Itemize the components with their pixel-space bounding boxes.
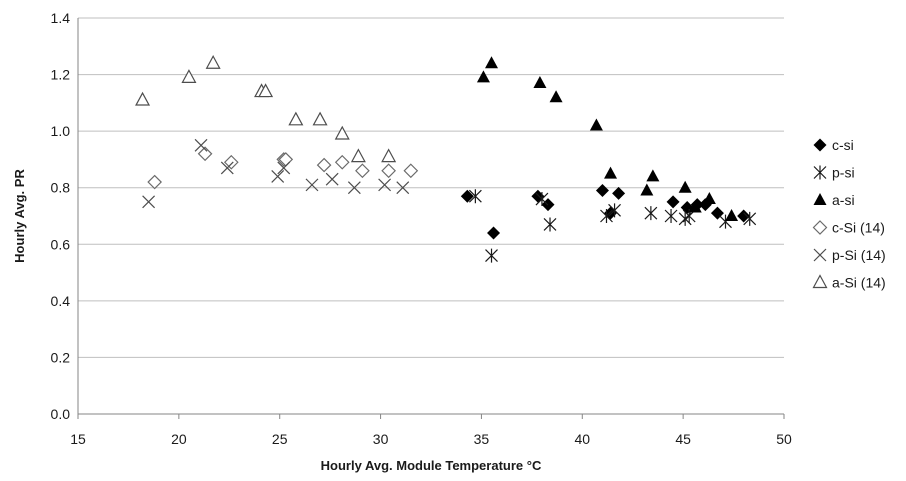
- point-c-si: [595, 184, 609, 198]
- x-tick-label: 45: [675, 431, 691, 447]
- x-tick-labels: 15 20 25 30 35 40 45 50: [70, 431, 792, 447]
- point-c-si: [460, 189, 474, 203]
- point-a-si-14: [135, 91, 151, 106]
- point-c-si-14: [334, 154, 350, 170]
- point-c-si: [612, 186, 626, 200]
- point-a-si-14: [181, 69, 197, 84]
- point-p-si-14: [277, 161, 291, 175]
- point-a-si: [646, 169, 660, 182]
- legend-marker-p-si: [813, 165, 827, 180]
- point-a-si: [678, 180, 692, 193]
- legend-label-p-si-14: p-Si (14): [832, 247, 886, 263]
- point-p-si-14: [378, 178, 392, 192]
- x-tick-label: 30: [373, 431, 389, 447]
- point-p-si: [468, 189, 482, 204]
- point-a-si-14: [312, 111, 328, 126]
- point-a-si: [688, 200, 702, 213]
- legend-marker-p-si-14: [813, 248, 827, 262]
- point-p-si-14: [325, 172, 339, 186]
- point-a-si-14: [334, 125, 350, 140]
- x-tick-label: 35: [474, 431, 490, 447]
- point-p-si-14: [396, 181, 410, 195]
- point-c-si: [737, 209, 751, 223]
- y-tick-labels: 0.0 0.2 0.4 0.6 0.8 1.0 1.2 1.4: [51, 10, 71, 422]
- point-p-si-14: [220, 161, 234, 175]
- point-a-si-14: [381, 148, 397, 163]
- y-tick-label: 1.4: [51, 10, 71, 26]
- point-c-si-14: [197, 146, 213, 162]
- x-tick-label: 15: [70, 431, 86, 447]
- point-p-si: [535, 192, 549, 207]
- x-tick-label: 40: [574, 431, 590, 447]
- point-p-si-14: [271, 169, 285, 183]
- point-c-si-14: [147, 174, 162, 190]
- point-a-si-14: [288, 111, 304, 126]
- point-p-si: [485, 248, 498, 263]
- gridlines: [78, 17, 784, 358]
- point-p-si: [664, 209, 678, 223]
- legend-label-p-si: p-si: [832, 165, 855, 181]
- x-tick-label: 20: [171, 431, 187, 447]
- point-a-si-14: [258, 83, 274, 98]
- point-c-si-14: [223, 154, 239, 170]
- y-tick-label: 1.0: [51, 123, 71, 139]
- point-p-si: [743, 211, 757, 226]
- y-tick-label: 0.4: [51, 293, 71, 309]
- legend-label-c-si: c-si: [832, 137, 854, 153]
- legend-marker-c-si: [813, 138, 827, 152]
- y-tick-label: 0.6: [51, 236, 71, 252]
- legend-marker-a-si: [813, 193, 827, 205]
- point-p-si: [543, 217, 557, 232]
- point-a-si: [533, 76, 547, 89]
- plot-points: [135, 54, 757, 263]
- point-p-si-14: [142, 195, 156, 209]
- point-c-si-14: [316, 157, 332, 173]
- point-a-si-14: [205, 54, 221, 69]
- point-a-si: [485, 56, 499, 69]
- axes: [77, 18, 785, 419]
- point-p-si: [644, 206, 658, 221]
- y-axis-title: Hourly Avg. PR: [12, 169, 27, 263]
- point-c-si-14: [355, 163, 370, 179]
- point-a-si: [640, 183, 654, 196]
- point-a-si: [725, 209, 739, 221]
- point-a-si: [589, 118, 603, 131]
- x-axis-title: Hourly Avg. Module Temperature °C: [321, 458, 542, 473]
- x-tick-label: 25: [272, 431, 288, 447]
- point-a-si: [702, 192, 716, 205]
- y-tick-label: 0.0: [51, 406, 71, 422]
- point-a-si: [604, 166, 618, 179]
- point-p-si: [608, 203, 621, 218]
- x-tick-label: 50: [776, 431, 792, 447]
- legend-label-c-si-14: c-Si (14): [832, 220, 885, 236]
- y-tick-label: 0.2: [51, 349, 71, 365]
- legend-marker-c-si-14: [812, 220, 828, 235]
- point-a-si: [549, 90, 563, 103]
- point-c-si: [487, 226, 501, 240]
- point-p-si-14: [347, 181, 361, 195]
- y-tick-label: 0.8: [51, 180, 71, 196]
- point-c-si: [666, 195, 680, 209]
- point-c-si-14: [403, 163, 419, 179]
- y-tick-label: 1.2: [51, 67, 71, 83]
- point-p-si: [600, 209, 613, 223]
- legend-marker-a-si-14: [812, 274, 828, 289]
- point-p-si-14: [194, 138, 208, 152]
- legend-label-a-si-14: a-Si (14): [832, 275, 886, 291]
- point-a-si: [476, 70, 490, 83]
- point-p-si-14: [305, 178, 319, 192]
- point-c-si-14: [381, 163, 396, 179]
- legend-label-a-si: a-si: [832, 192, 855, 208]
- point-a-si-14: [350, 148, 366, 163]
- legend: c-si p-si a-si c-Si (14) p-Si (14) a-Si (14): [812, 137, 886, 291]
